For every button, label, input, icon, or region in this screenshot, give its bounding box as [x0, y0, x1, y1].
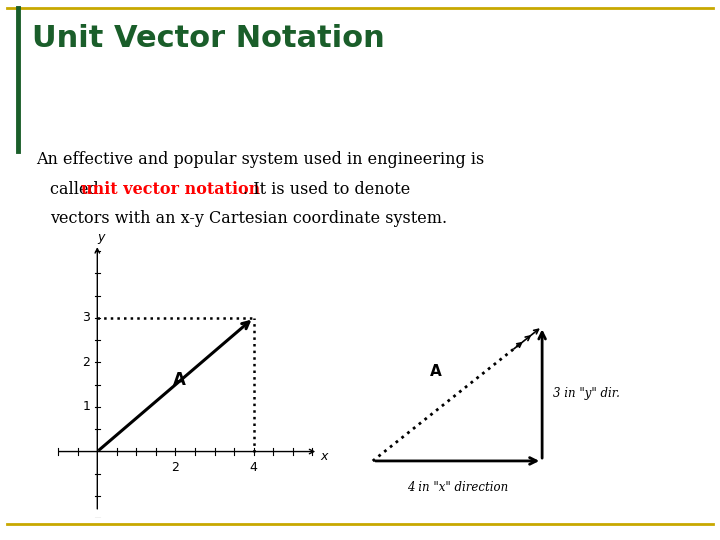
Text: vectors with an x-y Cartesian coordinate system.: vectors with an x-y Cartesian coordinate… [50, 210, 448, 226]
Text: 4: 4 [250, 461, 258, 474]
Text: 4 in "x" direction: 4 in "x" direction [407, 481, 508, 494]
Text: 3 in "y" dir.: 3 in "y" dir. [553, 387, 620, 400]
Text: y: y [97, 231, 105, 244]
Text: 2: 2 [171, 461, 179, 474]
Text: A: A [173, 371, 186, 389]
Text: A: A [431, 364, 442, 379]
Text: . It is used to denote: . It is used to denote [243, 181, 410, 198]
Text: Unit Vector Notation: Unit Vector Notation [32, 24, 385, 53]
Text: unit vector notation: unit vector notation [81, 181, 260, 198]
Text: 3: 3 [82, 312, 90, 325]
Text: x: x [320, 450, 328, 463]
Text: 1: 1 [82, 401, 90, 414]
Text: An effective and popular system used in engineering is: An effective and popular system used in … [36, 151, 485, 168]
Text: called: called [50, 181, 104, 198]
Text: 2: 2 [82, 356, 90, 369]
